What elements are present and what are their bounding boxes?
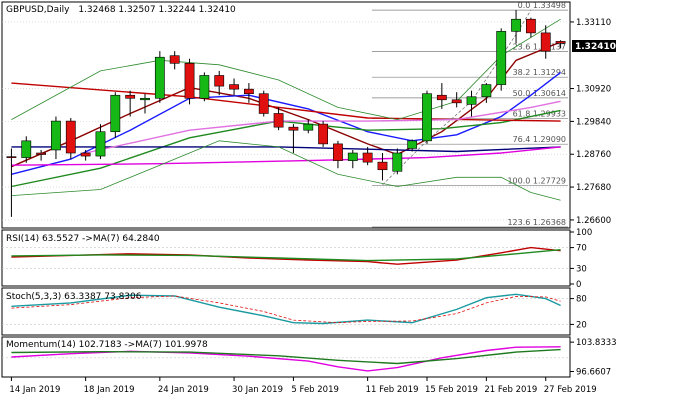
stoch-stoch_k-line [11, 293, 561, 325]
candle-bearish [80, 152, 91, 157]
candle-bearish [214, 75, 225, 87]
candle-bullish [199, 75, 210, 99]
candle-bearish [288, 126, 299, 131]
price-tick-label: 1.28760 [576, 150, 611, 160]
price-pane-frame [1, 1, 571, 229]
rsi-tick-label: 0 [576, 280, 581, 290]
axis-labels: 1.33110 1.30920 1.29840 1.28760 1.27680 1.266… [9, 18, 616, 395]
candle-bearish [65, 120, 76, 154]
date-tick-label: 5 Feb 2019 [291, 385, 339, 395]
fibonacci-levels: 0.0 1.33498 23.6 1.32137 38.2 1.31294 50.0 … [372, 1, 568, 228]
candle-bullish [347, 152, 358, 161]
candle-bearish [169, 55, 180, 64]
candle-bullish [466, 96, 477, 105]
bb_lower-line [11, 140, 561, 201]
candle-bearish [333, 143, 343, 161]
fib-level-label: 76.4 1.29090 [513, 135, 566, 144]
price-tick-label: 1.30920 [576, 85, 611, 95]
candle-bearish [540, 32, 551, 52]
fib-level-label: 50.0 1.30614 [513, 89, 566, 98]
rsi-rsi-line [11, 246, 561, 265]
date-tick-label: 30 Jan 2019 [232, 385, 283, 395]
date-tick-label: 27 Feb 2019 [544, 385, 597, 395]
candle-bearish [362, 152, 373, 163]
stoch-tick-label: 80 [576, 295, 587, 305]
bb_upper-line [11, 18, 561, 121]
price-tick-label: 1.27680 [576, 183, 611, 193]
rsi-title: RSI(14) 63.5527 ->MA(7) 64.2840 [6, 234, 160, 244]
fib-level-label: 38.2 1.31294 [513, 68, 566, 77]
rsi-tick-label: 30 [576, 264, 587, 274]
momentum-tick-label: 103.8333 [576, 338, 617, 348]
candle-bullish [481, 84, 492, 98]
candle-bullish [21, 140, 32, 158]
symbol-label: GBPUSD,Daily [6, 5, 70, 15]
date-tick-label: 14 Jan 2019 [9, 385, 60, 395]
momentum-title: Momentum(14) 102.7183 ->MA(7) 101.9978 [6, 340, 208, 350]
candle-bullish [110, 94, 121, 133]
price-tick-label: 1.33110 [576, 18, 611, 28]
stoch-title: Stoch(5,3,3) 63.3387 73.8306 [6, 292, 142, 302]
candlesticks [6, 10, 566, 217]
grid-lines [2, 21, 570, 359]
candle-bearish [258, 93, 269, 114]
stoch-pane-frame [1, 287, 571, 336]
candle-bearish [436, 94, 447, 101]
price-tick-label: 1.29840 [576, 117, 611, 127]
fib-level-label: 123.6 1.26368 [507, 218, 566, 227]
candle-bearish [318, 123, 329, 145]
candle-bullish [407, 140, 418, 149]
ema_mid-line [11, 71, 562, 175]
candle-bearish [525, 18, 536, 34]
candle-bullish [511, 18, 521, 32]
stoch-tick-label: 20 [576, 320, 587, 330]
chart-title: GBPUSD,Daily 1.32468 1.32507 1.32244 1.3… [6, 5, 236, 15]
candle-bearish [243, 88, 254, 95]
momentum-pane-frame [1, 336, 571, 378]
ohlc-label: 1.32468 1.32507 1.32244 1.32410 [78, 5, 236, 15]
candle-bearish [125, 94, 136, 99]
oscillator-lines [11, 246, 561, 372]
candle-bearish [6, 156, 17, 158]
current-price-box [572, 40, 616, 52]
rsi-pane-frame [1, 229, 571, 287]
candle-bearish [451, 99, 462, 104]
date-tick-label: 15 Feb 2019 [425, 385, 478, 395]
fib-level-label: 0.0 1.33498 [518, 1, 566, 10]
date-tick-label: 18 Jan 2019 [84, 385, 135, 395]
candle-bearish [184, 63, 195, 99]
candle-bullish [154, 56, 165, 99]
date-tick-label: 11 Feb 2019 [366, 385, 419, 395]
stoch-stoch_d-line [11, 295, 561, 324]
candle-bearish [273, 113, 284, 128]
rsi-rsi_ma-line [11, 249, 561, 262]
fib-level-label: 23.6 1.32137 [513, 43, 566, 52]
rsi-tick-label: 70 [576, 244, 587, 254]
date-tick-label: 21 Feb 2019 [484, 385, 537, 395]
date-tick-label: 24 Jan 2019 [158, 385, 209, 395]
candle-bullish [51, 120, 61, 151]
candle-bearish [377, 161, 388, 171]
candle-bullish [496, 31, 507, 85]
candle-bearish [36, 152, 47, 155]
ema_fast-line [11, 41, 561, 168]
candle-bullish [422, 93, 432, 142]
candle-bearish [555, 41, 566, 44]
candle-bullish [392, 152, 403, 172]
momentum-tick-label: 96.6607 [576, 367, 611, 377]
candle-bullish [303, 123, 314, 131]
ma_pink-line [85, 100, 561, 154]
rsi-tick-label: 100 [576, 228, 592, 238]
fib-level-label: 61.8 1.29933 [513, 110, 566, 119]
candle-bearish [229, 84, 239, 90]
momentum-momentum_ma-line [11, 348, 561, 365]
candle-bullish [95, 131, 106, 157]
candle-bullish [140, 97, 150, 101]
price-tick-label: 1.26600 [576, 216, 611, 226]
current-price-label: 1.32410 [575, 42, 616, 52]
fib-level-label: 100.0 1.27729 [507, 177, 566, 186]
